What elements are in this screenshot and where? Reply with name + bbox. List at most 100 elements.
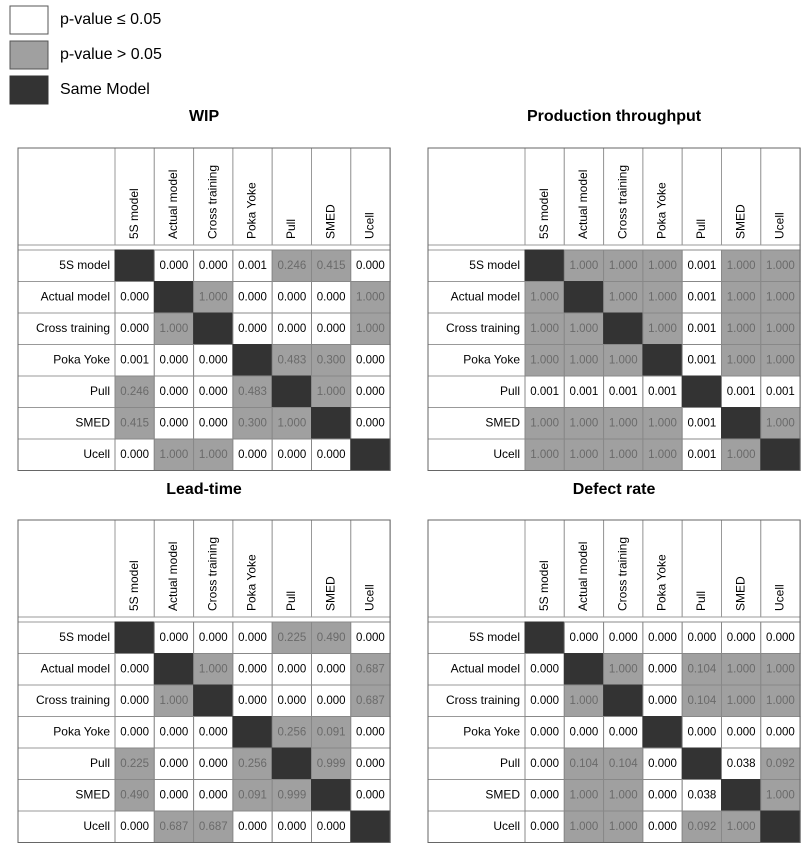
cell-value: 0.000 — [277, 323, 306, 335]
row-label: SMED — [75, 415, 110, 429]
cell-value: 0.000 — [277, 663, 306, 675]
matrix-cell — [153, 653, 195, 686]
matrix-cell — [642, 684, 683, 717]
cell-value: 0.000 — [356, 386, 385, 398]
matrix-cell — [193, 684, 234, 717]
matrix-cell — [232, 407, 273, 440]
row-label: Ucell — [493, 447, 520, 461]
matrix-cell — [760, 407, 801, 440]
matrix-cell — [563, 438, 605, 471]
matrix-cell — [603, 438, 644, 471]
row-label: Pull — [500, 756, 520, 770]
matrix-cell — [350, 779, 391, 812]
matrix-cell — [681, 684, 723, 717]
row-label-cell — [17, 312, 116, 345]
cell-value: 1.000 — [609, 291, 638, 303]
row-label: SMED — [485, 415, 520, 429]
cell-value: 0.001 — [238, 260, 267, 272]
header-cell — [17, 147, 116, 246]
cell-value: 0.038 — [687, 789, 716, 801]
matrix-title: Lead-time — [166, 481, 242, 498]
cell-value: 1.000 — [766, 323, 795, 335]
matrix-cell — [681, 779, 723, 812]
matrix-cell — [232, 716, 273, 749]
cell-value: 0.001 — [609, 386, 638, 398]
row-label: SMED — [485, 787, 520, 801]
cell-value: 1.000 — [727, 260, 756, 272]
row-label: Pull — [90, 384, 110, 398]
matrix-cell — [193, 621, 234, 654]
row-label: Poka Yoke — [463, 352, 520, 366]
cell-value: 1.000 — [570, 695, 599, 707]
cell-value: 0.092 — [687, 821, 716, 833]
cell-value: 0.000 — [199, 260, 228, 272]
matrix-cell — [721, 375, 762, 408]
cell-value: 1.000 — [609, 821, 638, 833]
matrix-cell — [193, 249, 234, 282]
cell-value: 0.001 — [687, 323, 716, 335]
matrix-cell — [760, 281, 801, 314]
column-label: SMED — [733, 204, 747, 239]
cell-value: 1.000 — [570, 323, 599, 335]
spacer-row — [17, 616, 391, 623]
matrix-cell — [563, 621, 605, 654]
cell-value: 1.000 — [609, 260, 638, 272]
matrix-cell — [642, 653, 683, 686]
cell-value: 0.000 — [356, 260, 385, 272]
header-cell — [350, 519, 391, 618]
cell-value: 0.001 — [766, 386, 795, 398]
matrix-cell — [232, 684, 273, 717]
matrix-cell — [271, 653, 313, 686]
matrix-cell — [760, 621, 801, 654]
cell-value: 0.000 — [530, 789, 559, 801]
column-label: Cross training — [615, 165, 629, 239]
matrix-cell — [524, 747, 565, 780]
row-label-cell — [427, 621, 526, 654]
column-label: Cross training — [205, 537, 219, 611]
matrix-cell — [524, 407, 565, 440]
header-cell — [17, 519, 116, 618]
cell-value: 0.225 — [120, 758, 149, 770]
matrix-cell — [760, 344, 801, 377]
header-cell — [311, 147, 352, 246]
matrix-border — [17, 519, 391, 843]
cell-value: 0.000 — [766, 726, 795, 738]
cell-value: 0.000 — [317, 821, 346, 833]
column-label: Cross training — [205, 165, 219, 239]
row-label-cell — [17, 344, 116, 377]
column-label: SMED — [733, 576, 747, 611]
cell-value: 0.000 — [727, 632, 756, 644]
cell-value: 1.000 — [570, 417, 599, 429]
cell-value: 0.000 — [199, 726, 228, 738]
cell-value: 1.000 — [530, 449, 559, 461]
cell-value: 1.000 — [356, 323, 385, 335]
row-label-cell — [17, 747, 116, 780]
cell-value: 0.490 — [317, 632, 346, 644]
cell-value: 0.687 — [199, 821, 228, 833]
column-label: 5S model — [127, 560, 141, 611]
matrix-cell — [350, 249, 391, 282]
cell-value: 0.000 — [687, 632, 716, 644]
column-label: Actual model — [576, 542, 590, 611]
matrix-cell — [642, 312, 683, 345]
spacer-row — [427, 244, 801, 251]
cell-value: 0.001 — [687, 260, 716, 272]
row-label-cell — [17, 810, 116, 843]
cell-value: 0.000 — [120, 291, 149, 303]
cell-value: 0.000 — [238, 449, 267, 461]
matrix-cell — [271, 810, 313, 843]
cell-value: 1.000 — [766, 354, 795, 366]
matrix-cell — [681, 438, 723, 471]
cell-value: 0.001 — [727, 386, 756, 398]
cell-value: 0.000 — [530, 663, 559, 675]
matrix-cell — [153, 716, 195, 749]
cell-value: 0.001 — [687, 291, 716, 303]
matrix: 5S model Actual model Cross training Poka Y… — [17, 519, 391, 843]
cell-value: 1.000 — [160, 695, 189, 707]
matrix-cell — [642, 281, 683, 314]
matrix-cell — [721, 344, 762, 377]
cell-value: 0.000 — [356, 758, 385, 770]
matrix-cell — [153, 684, 195, 717]
cell-value: 0.000 — [160, 386, 189, 398]
cell-value: 0.415 — [120, 417, 149, 429]
